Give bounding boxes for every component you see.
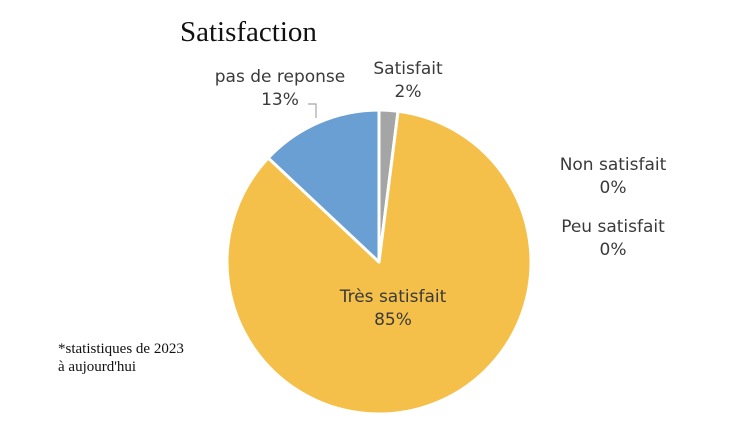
label-pas-de-reponse: pas de reponse 13%	[196, 66, 364, 112]
label-non-satisfait-name: Non satisfait	[559, 155, 667, 175]
label-tres-satisfait: Très satisfait 85%	[318, 286, 468, 332]
footnote: *statistiques de 2023 à aujourd'hui	[58, 340, 184, 376]
footnote-line-1: *statistiques de 2023	[58, 341, 184, 357]
label-satisfait-value: 2%	[394, 82, 422, 102]
label-non-satisfait: Non satisfait 0%	[546, 154, 680, 200]
pie-slice-pas-de-reponse	[266, 108, 381, 264]
label-peu-satisfait-name: Peu satisfait	[561, 217, 665, 237]
label-non-satisfait-value: 0%	[599, 178, 627, 198]
label-tres-satisfait-value: 85%	[374, 310, 412, 330]
label-peu-satisfait: Peu satisfait 0%	[548, 216, 678, 262]
label-satisfait-name: Satisfait	[373, 59, 443, 79]
chart-title: Satisfaction	[180, 16, 317, 48]
footnote-line-2: à aujourd'hui	[58, 359, 137, 375]
label-pas-de-reponse-name: pas de reponse	[214, 67, 346, 87]
leader-line-pas-de-reponse	[308, 103, 317, 118]
label-peu-satisfait-value: 0%	[599, 240, 627, 260]
label-tres-satisfait-name: Très satisfait	[339, 287, 447, 307]
label-satisfait: Satisfait 2%	[353, 58, 463, 104]
label-pas-de-reponse-value: 13%	[261, 90, 299, 110]
